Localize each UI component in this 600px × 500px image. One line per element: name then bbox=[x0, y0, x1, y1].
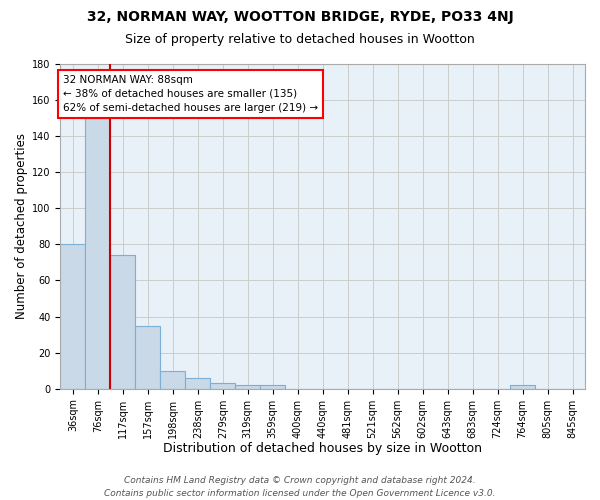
Bar bbox=[160, 370, 185, 388]
X-axis label: Distribution of detached houses by size in Wootton: Distribution of detached houses by size … bbox=[163, 442, 482, 455]
Bar bbox=[110, 255, 136, 388]
Bar bbox=[510, 385, 535, 388]
Bar bbox=[235, 385, 260, 388]
Y-axis label: Number of detached properties: Number of detached properties bbox=[15, 134, 28, 320]
Bar bbox=[136, 326, 160, 388]
Bar bbox=[260, 385, 285, 388]
Bar bbox=[85, 116, 110, 388]
Bar bbox=[210, 384, 235, 388]
Bar bbox=[61, 244, 85, 388]
Bar bbox=[185, 378, 210, 388]
Text: 32 NORMAN WAY: 88sqm
← 38% of detached houses are smaller (135)
62% of semi-deta: 32 NORMAN WAY: 88sqm ← 38% of detached h… bbox=[63, 75, 318, 113]
Text: Contains HM Land Registry data © Crown copyright and database right 2024.
Contai: Contains HM Land Registry data © Crown c… bbox=[104, 476, 496, 498]
Text: Size of property relative to detached houses in Wootton: Size of property relative to detached ho… bbox=[125, 32, 475, 46]
Text: 32, NORMAN WAY, WOOTTON BRIDGE, RYDE, PO33 4NJ: 32, NORMAN WAY, WOOTTON BRIDGE, RYDE, PO… bbox=[86, 10, 514, 24]
